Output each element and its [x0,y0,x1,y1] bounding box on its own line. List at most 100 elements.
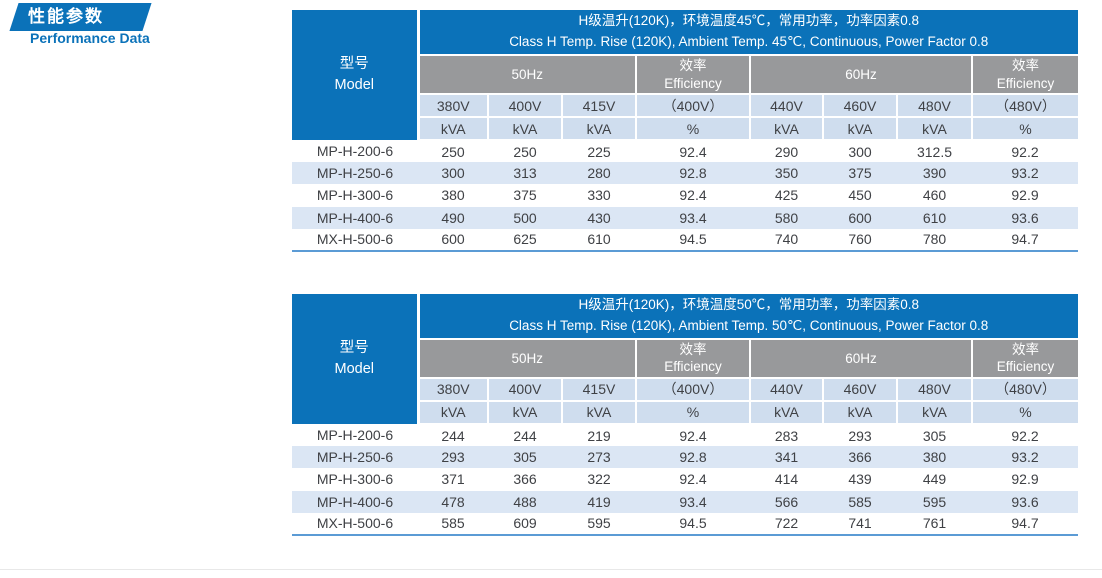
group-header-cell: 60Hz [749,338,972,379]
table-row: MP-H-300-6 380 375 330 92.4 425 450 460 92.9 [292,184,1078,207]
value-cell: 313 [488,162,562,185]
conditions-header-line: H级温升(120K)，环境温度50℃，常用功率，功率因素0.8 [578,297,920,313]
group-header-cell: 效率 Efficiency [971,338,1078,379]
model-name-cell: MP-H-200-6 [292,140,418,163]
value-cell: 250 [488,140,562,163]
value-cell: 305 [897,423,972,447]
voltage-header-cell: 440V [749,94,823,118]
value-cell: 92.4 [636,140,750,163]
performance-table: 型号 Model H级温升(120K)，环境温度50℃，常用功率，功率因素0.8 Cl… [292,293,1078,536]
unit-header-cell: kVA [822,400,897,425]
table-row: MP-H-300-6 371 366 322 92.4 414 439 449 92.9 [292,468,1078,491]
performance-table-45c-container: 型号 Model H级温升(120K)，环境温度45℃，常用功率，功率因素0.8 Cl… [292,10,1078,252]
model-name-cell: MP-H-300-6 [292,468,418,491]
value-cell: 283 [750,423,823,447]
value-cell: 244 [418,423,488,447]
value-cell: 449 [897,468,972,491]
frequency-group-row: 50Hz 效率 Efficiency 60Hz 效率 Efficiency [292,338,1078,379]
voltage-header-cell: 400V [487,94,562,118]
value-cell: 92.2 [972,140,1078,163]
table-row: MP-H-400-6 490 500 430 93.4 580 600 610 93.6 [292,206,1078,229]
unit-header-row: kVA kVA kVA% kVA kVA kVA% [292,117,1078,141]
section-title-en: Performance Data [30,30,150,46]
conditions-header-cell: H级温升(120K)，环境温度45℃，常用功率，功率因素0.8 Class H T… [418,10,1078,56]
value-cell: 94.5 [636,228,750,251]
value-cell: 322 [562,468,636,491]
value-cell: 300 [823,140,897,163]
value-cell: 92.4 [636,423,750,447]
unit-header-cell: kVA [896,400,972,425]
value-cell: 350 [750,162,823,185]
model-name-cell: MP-H-400-6 [292,206,418,229]
group-header-line: 50Hz [511,66,543,82]
conditions-header-line: Class H Temp. Rise (120K), Ambient Temp.… [509,34,989,49]
group-header-line: 效率 [679,57,707,73]
value-cell: 580 [750,206,823,229]
voltage-header-cell: 415V [561,377,636,402]
value-cell: 290 [750,140,823,163]
value-cell: 92.4 [636,468,750,491]
value-cell: 92.4 [636,184,750,207]
voltage-header-row: 380V 400V 415V （400V） 440V 460V 480V （480V） [292,377,1078,402]
model-name-cell: MX-H-500-6 [292,228,418,251]
table-row: MP-H-250-6 300 313 280 92.8 350 375 390 93.2 [292,162,1078,185]
value-cell: 341 [750,446,823,469]
unit-header-cell: kVA [822,117,897,141]
value-cell: 92.2 [972,423,1078,447]
value-cell: 300 [418,162,488,185]
value-cell: 595 [897,490,972,513]
value-cell: 380 [418,184,488,207]
value-cell: 305 [488,446,562,469]
group-header-line: 60Hz [845,66,877,82]
value-cell: 92.9 [972,468,1078,491]
value-cell: 92.8 [636,446,750,469]
table-header-row: 型号 Model H级温升(120K)，环境温度45℃，常用功率，功率因素0.8 Cl… [292,10,1078,140]
value-cell: 610 [562,228,636,251]
value-cell: 566 [750,490,823,513]
value-cell: 375 [488,184,562,207]
table-row: MX-H-500-6 600 625 610 94.5 740 760 780 94.7 [292,228,1078,251]
value-cell: 375 [823,162,897,185]
voltage-header-cell: 480V [896,377,972,402]
value-cell: 722 [750,512,823,535]
voltage-header-cell: 380V [418,377,488,402]
voltage-header-cell: 480V [896,94,972,118]
voltage-header-cell: 440V [749,377,823,402]
value-cell: 94.7 [972,228,1078,251]
value-cell: 390 [897,162,972,185]
model-label-line: Model [334,360,375,377]
group-header-cell: 50Hz [418,338,636,379]
value-cell: 93.6 [972,490,1078,513]
value-cell: 439 [823,468,897,491]
model-column-header: 型号 Model [292,10,420,140]
section-title-zh: 性能参数 [28,7,104,26]
value-cell: 600 [823,206,897,229]
voltage-header-cell: 460V [822,94,897,118]
value-cell: 419 [562,490,636,513]
unit-header-cell: kVA [749,117,823,141]
value-cell: 371 [418,468,488,491]
value-cell: 94.7 [972,512,1078,535]
value-cell: 600 [418,228,488,251]
unit-header-cell: kVA [561,400,636,425]
value-cell: 425 [750,184,823,207]
group-header-cell: 效率 Efficiency [971,55,1078,95]
value-cell: 273 [562,446,636,469]
model-name-cell: MP-H-300-6 [292,184,418,207]
model-label-line: Model [334,77,375,93]
model-column-header: 型号 Model [292,293,420,424]
voltage-header-cell: （480V） [971,377,1078,402]
group-header-cell: 50Hz [418,55,636,95]
value-cell: 585 [823,490,897,513]
value-cell: 93.2 [972,446,1078,469]
voltage-header-cell: 460V [822,377,897,402]
value-cell: 293 [823,423,897,447]
value-cell: 625 [488,228,562,251]
value-cell: 225 [562,140,636,163]
value-cell: 219 [562,423,636,447]
unit-header-cell: kVA [487,400,562,425]
voltage-header-cell: 415V [561,94,636,118]
unit-header-cell: kVA [418,400,488,425]
voltage-header-cell: （480V） [971,94,1078,118]
